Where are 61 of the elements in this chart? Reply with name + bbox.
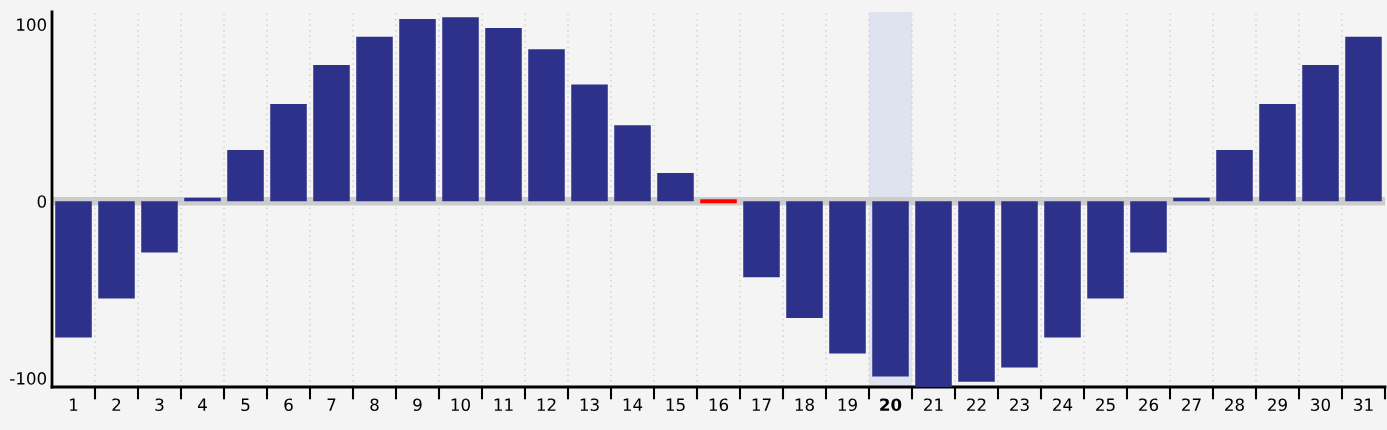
x-tick-label: 6 [284, 398, 293, 412]
x-tick-label: 11 [494, 398, 513, 411]
x-tick-label: 8 [370, 398, 379, 412]
x-tick-label: 28 [1225, 398, 1244, 412]
bar [399, 19, 436, 202]
bar [1216, 149, 1253, 202]
bar [98, 201, 135, 299]
x-tick-label: 16 [709, 398, 729, 412]
x-tick-label: 9 [413, 398, 422, 412]
bar [1259, 103, 1296, 202]
x-tick-label: 30 [1311, 398, 1330, 412]
bar [614, 125, 651, 202]
x-tick-label: 13 [580, 398, 599, 412]
bar [55, 201, 92, 338]
x-tick-label: 22 [967, 398, 986, 411]
x-tick-label: 26 [1139, 398, 1159, 412]
bar [915, 201, 952, 387]
bar [1130, 201, 1167, 253]
bar [1044, 201, 1081, 338]
bar [270, 103, 307, 202]
y-tick-label: 100 [17, 18, 47, 31]
x-tick-label: 2 [112, 398, 121, 411]
bar [571, 84, 608, 202]
bar [829, 201, 866, 354]
bar [743, 201, 780, 278]
x-tick-label: 7 [327, 398, 336, 411]
y-tick-label: -100 [10, 372, 47, 385]
x-tick-label: 17 [752, 398, 771, 411]
x-tick-label: 20 [880, 398, 902, 412]
x-tick-label: 31 [1354, 398, 1373, 412]
x-tick-label: 24 [1053, 398, 1073, 411]
bar [1345, 36, 1382, 202]
bar [313, 65, 350, 202]
x-tick-label: 15 [666, 398, 685, 412]
x-tick-label: 18 [795, 398, 814, 412]
x-tick-label: 3 [155, 398, 164, 412]
x-tick-label: 25 [1096, 398, 1115, 412]
x-tick-label: 12 [537, 398, 556, 411]
x-tick-label: 4 [198, 398, 207, 411]
x-tick-label: 27 [1182, 398, 1201, 411]
x-tick-label: 21 [924, 398, 943, 411]
bar [1087, 201, 1124, 299]
bar [227, 149, 264, 202]
y-tick-label: 0 [37, 195, 47, 208]
bar [657, 172, 694, 202]
x-tick-label: 1 [70, 398, 78, 411]
bar [528, 49, 565, 202]
bar [356, 36, 393, 202]
bar [786, 201, 823, 319]
bar [485, 27, 522, 202]
bar [141, 201, 178, 253]
x-tick-label: 5 [241, 398, 250, 412]
x-tick-label: 14 [623, 398, 643, 411]
bar [1302, 65, 1339, 202]
x-tick-label: 23 [1010, 398, 1029, 412]
x-tick-label: 29 [1268, 398, 1287, 412]
x-tick-label: 10 [451, 398, 470, 412]
bar [1001, 201, 1038, 368]
bar [958, 201, 995, 382]
bar [442, 17, 479, 202]
x-tick-label: 19 [838, 398, 857, 412]
